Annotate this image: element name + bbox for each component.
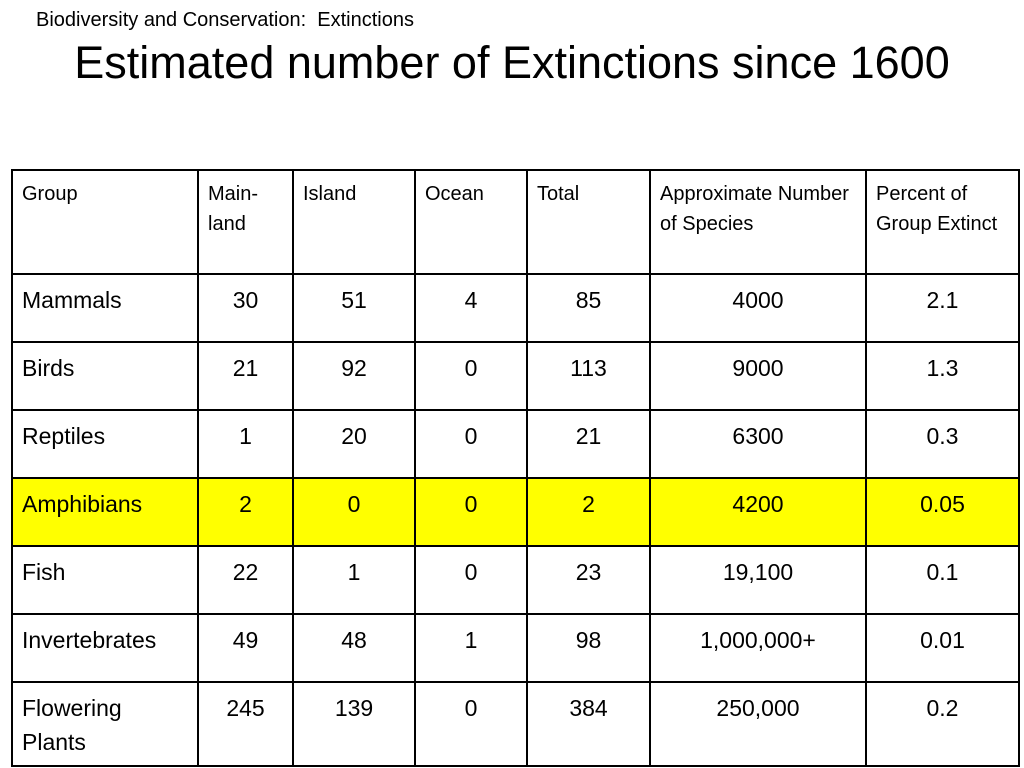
table-row: Fish 22 1 0 23 19,100 0.1: [11, 545, 1020, 615]
ocean-cell: 0: [414, 341, 528, 411]
column-header-percent: Percent of Group Extinct: [865, 169, 1020, 275]
total-cell: 23: [526, 545, 651, 615]
total-cell: 113: [526, 341, 651, 411]
table-row: Flowering Plants 245 139 0 384 250,000 0.2: [11, 681, 1020, 767]
group-cell: Amphibians: [11, 477, 199, 547]
table-row: Amphibians 2 0 0 2 4200 0.05: [11, 477, 1020, 547]
group-cell: Flowering Plants: [11, 681, 199, 767]
ocean-cell: 0: [414, 545, 528, 615]
island-cell: 20: [292, 409, 416, 479]
table-body: Mammals 30 51 4 85 4000 2.1 Birds 21 92 0 113 9000 1.…: [11, 273, 1020, 767]
column-header-island: Island: [292, 169, 416, 275]
island-cell: 92: [292, 341, 416, 411]
percent-cell: 1.3: [865, 341, 1020, 411]
mainland-cell: 30: [197, 273, 294, 343]
ocean-cell: 0: [414, 681, 528, 767]
table-row: Mammals 30 51 4 85 4000 2.1: [11, 273, 1020, 343]
total-cell: 2: [526, 477, 651, 547]
column-header-ocean: Ocean: [414, 169, 528, 275]
total-cell: 384: [526, 681, 651, 767]
species-cell: 19,100: [649, 545, 867, 615]
column-header-mainland: Main-land: [197, 169, 294, 275]
column-header-species: Approximate Number of Species: [649, 169, 867, 275]
ocean-cell: 4: [414, 273, 528, 343]
total-cell: 98: [526, 613, 651, 683]
group-cell: Mammals: [11, 273, 199, 343]
mainland-cell: 245: [197, 681, 294, 767]
mainland-cell: 2: [197, 477, 294, 547]
slide-header: Biodiversity and Conservation: Extinctio…: [36, 9, 414, 31]
species-cell: 6300: [649, 409, 867, 479]
ocean-cell: 0: [414, 477, 528, 547]
mainland-cell: 1: [197, 409, 294, 479]
species-cell: 4200: [649, 477, 867, 547]
ocean-cell: 0: [414, 409, 528, 479]
island-cell: 51: [292, 273, 416, 343]
species-cell: 9000: [649, 341, 867, 411]
group-cell: Reptiles: [11, 409, 199, 479]
percent-cell: 0.3: [865, 409, 1020, 479]
extinctions-table: Group Main-land Island Ocean Total Appro…: [11, 169, 1020, 767]
table-row: Invertebrates 49 48 1 98 1,000,000+ 0.01: [11, 613, 1020, 683]
slide-title: Estimated number of Extinctions since 16…: [74, 37, 950, 88]
total-cell: 85: [526, 273, 651, 343]
table-header-row: Group Main-land Island Ocean Total Appro…: [11, 169, 1020, 275]
group-cell: Invertebrates: [11, 613, 199, 683]
table-row: Reptiles 1 20 0 21 6300 0.3: [11, 409, 1020, 479]
total-cell: 21: [526, 409, 651, 479]
island-cell: 139: [292, 681, 416, 767]
island-cell: 0: [292, 477, 416, 547]
percent-cell: 0.01: [865, 613, 1020, 683]
group-cell: Fish: [11, 545, 199, 615]
percent-cell: 0.1: [865, 545, 1020, 615]
species-cell: 4000: [649, 273, 867, 343]
column-header-group: Group: [11, 169, 199, 275]
mainland-cell: 21: [197, 341, 294, 411]
island-cell: 48: [292, 613, 416, 683]
percent-cell: 2.1: [865, 273, 1020, 343]
percent-cell: 0.2: [865, 681, 1020, 767]
species-cell: 250,000: [649, 681, 867, 767]
column-header-total: Total: [526, 169, 651, 275]
species-cell: 1,000,000+: [649, 613, 867, 683]
island-cell: 1: [292, 545, 416, 615]
mainland-cell: 49: [197, 613, 294, 683]
table-row: Birds 21 92 0 113 9000 1.3: [11, 341, 1020, 411]
group-cell: Birds: [11, 341, 199, 411]
mainland-cell: 22: [197, 545, 294, 615]
percent-cell: 0.05: [865, 477, 1020, 547]
ocean-cell: 1: [414, 613, 528, 683]
